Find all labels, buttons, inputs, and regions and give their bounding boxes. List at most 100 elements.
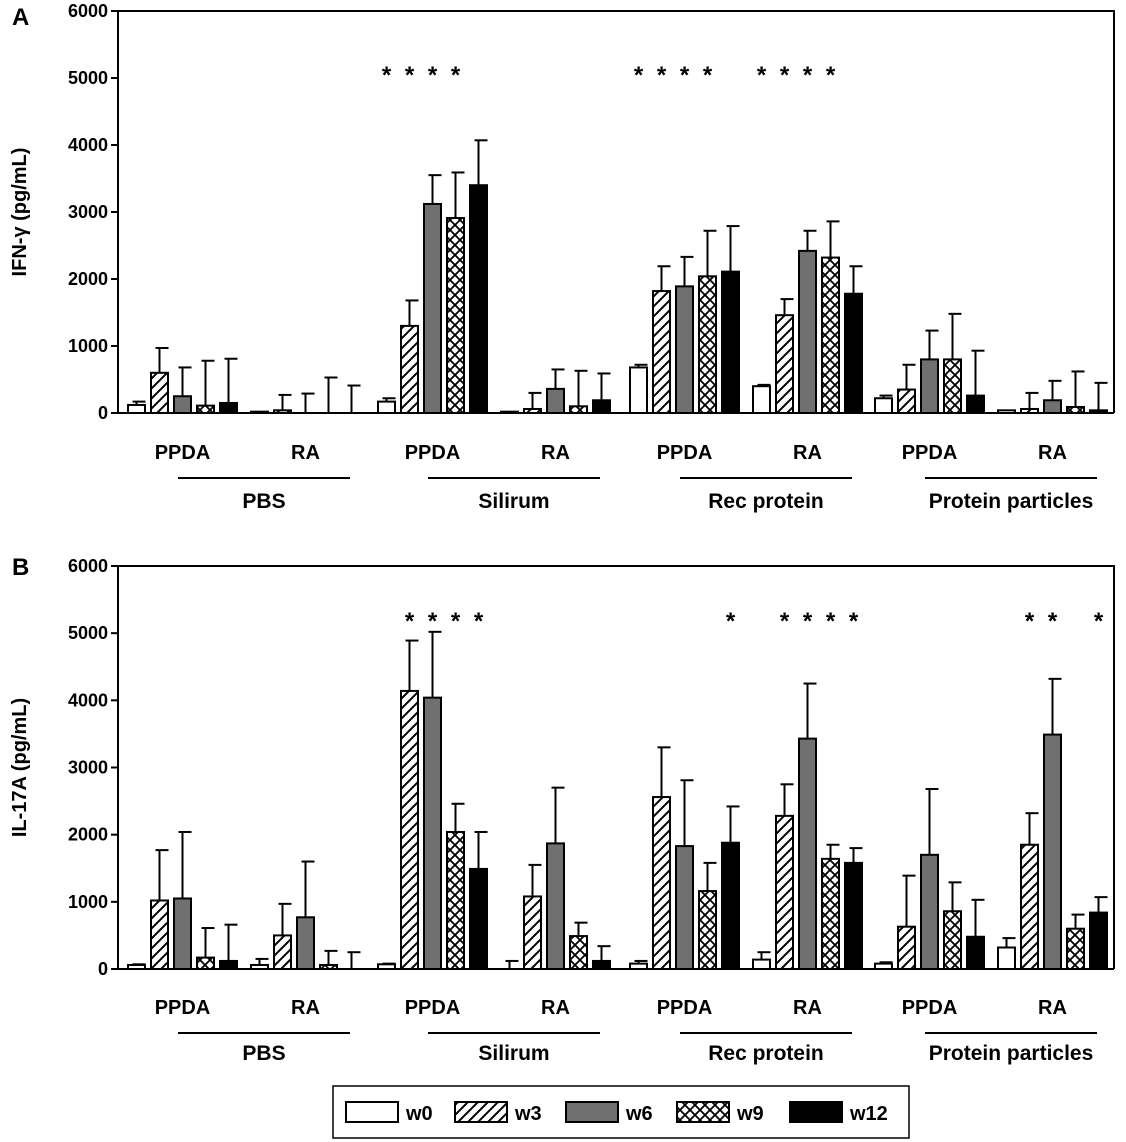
y-tick-label: 0 [98,959,108,979]
bar-w3 [775,814,794,970]
bar-w6 [675,285,694,414]
bar-w3 [652,796,671,971]
bar-w0 [997,409,1016,415]
plot-frame [117,10,1115,413]
bar-w3 [400,689,419,970]
route-label: PPDA [657,997,713,1019]
significance-star: * [428,62,438,89]
y-tick-label: 5000 [68,68,108,88]
group-label: PBS [242,490,285,513]
y-tick-label: 3000 [68,202,108,222]
y-tick-label: 3000 [68,758,108,778]
legend-swatch-w3-icon [454,1101,508,1123]
legend-label-w12: w12 [849,1103,888,1125]
route-label: RA [541,442,570,464]
route-label: PPDA [405,442,461,464]
panel-label: A [12,4,29,31]
bar-w9 [821,256,840,414]
bar-w12 [966,394,985,414]
bar-w6 [1043,733,1062,970]
bar-w9 [943,910,962,971]
route-label: PPDA [155,997,211,1019]
bar-w0 [250,963,269,970]
bar-w12 [1089,409,1108,415]
route-label: RA [793,442,822,464]
legend-label-w9: w9 [736,1103,764,1125]
bar-w3 [897,388,916,414]
bar-w3 [1020,843,1039,970]
panel-a: A 0 1000 2000 3000 4000 5000 6000 IFN-γ (pg/mL) P… [9,1,1115,513]
bar-w12 [721,270,740,414]
group-label: Protein particles [929,1042,1094,1065]
route-label: RA [541,997,570,1019]
bar-w3 [775,314,794,414]
significance-star: * [382,62,392,89]
panel-b: B 0 1000 2000 3000 4000 5000 6000 IL-17A (pg/mL)… [9,554,1115,1065]
route-label: PPDA [902,997,958,1019]
bar-w3 [652,290,671,414]
y-tick-label: 0 [98,403,108,423]
bar-w9 [698,890,717,970]
bar-w3 [897,925,916,970]
group-label: Rec protein [708,490,824,513]
significance-star: * [780,62,790,89]
bar-w6 [546,842,565,970]
bar-w6 [173,897,192,970]
group-label: Rec protein [708,1042,824,1065]
bar-w6 [546,387,565,415]
bar-w0 [127,963,146,970]
bar-w12 [592,399,611,414]
group-label: PBS [242,1042,285,1065]
bar-w0 [752,958,771,971]
legend: w0 w3 w6 w9 w12 [332,1085,910,1139]
significance-star: * [803,62,813,89]
bar-w12 [844,292,863,414]
bar-w9 [1066,927,1085,971]
bar-w6 [675,845,694,971]
bar-w6 [1043,399,1062,414]
route-label: PPDA [155,442,211,464]
y-tick-label: 6000 [68,556,108,576]
significance-star: * [703,62,713,89]
bar-w3 [400,324,419,414]
bar-w9 [569,405,588,414]
bar-w12 [219,401,238,415]
group-label: Silirum [478,1042,549,1065]
significance-star: * [657,62,667,89]
bar-w6 [798,249,817,414]
bar-w0 [377,400,396,414]
significance-star: * [451,608,461,635]
group-label: Protein particles [929,490,1094,513]
significance-star: * [726,608,736,635]
bar-w12 [844,861,863,970]
significance-star: * [1094,608,1104,635]
legend-label-w0: w0 [405,1103,433,1125]
panel-label: B [12,554,29,581]
y-tick-label: 1000 [68,336,108,356]
significance-star: * [803,608,813,635]
significance-star: * [1025,608,1035,635]
bar-w3 [273,409,292,415]
bar-w0 [874,397,893,415]
y-axis-label: IL-17A (pg/mL) [9,698,31,837]
bar-w0 [629,962,648,970]
significance-star: * [451,62,461,89]
bar-w9 [821,857,840,971]
bar-w12 [966,935,985,971]
significance-star: * [405,62,415,89]
route-label: RA [793,997,822,1019]
bar-w3 [523,895,542,971]
significance-star: * [474,608,484,635]
significance-star: * [428,608,438,635]
bar-w0 [250,410,269,415]
plot-frame [117,565,1115,969]
bar-w3 [150,899,169,970]
bar-w12 [469,867,488,971]
y-tick-label: 2000 [68,825,108,845]
bar-w9 [196,404,215,415]
significance-star: * [826,608,836,635]
y-axis-label: IFN-γ (pg/mL) [9,148,31,277]
bar-w9 [319,963,338,970]
route-label: PPDA [902,442,958,464]
route-label: PPDA [405,997,461,1019]
